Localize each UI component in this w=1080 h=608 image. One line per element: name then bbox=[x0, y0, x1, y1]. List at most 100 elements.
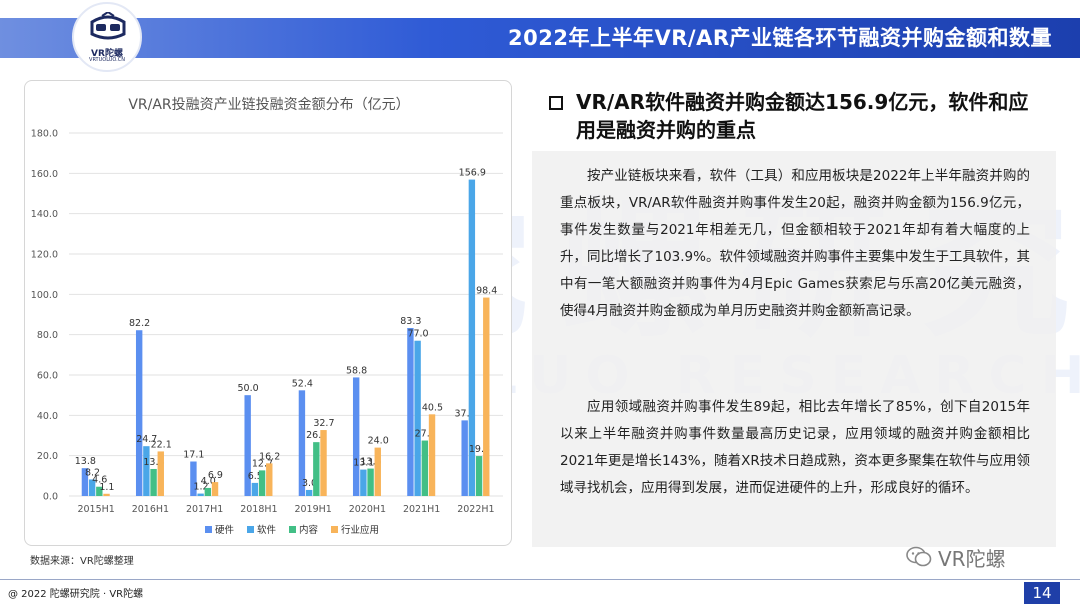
y-tick-label: 40.0 bbox=[37, 411, 58, 422]
bar-内容 bbox=[96, 486, 103, 496]
y-tick-label: 100.0 bbox=[31, 290, 58, 301]
paragraph-1: 按产业链板块来看，软件（工具）和应用板块是2022年上半年融资并购的重点板块，V… bbox=[560, 168, 1030, 319]
legend-label: 硬件 bbox=[215, 524, 235, 536]
bar-行业应用 bbox=[157, 451, 164, 496]
bar-行业应用 bbox=[374, 447, 381, 496]
data-label: 32.7 bbox=[313, 418, 334, 429]
legend-label: 软件 bbox=[257, 524, 277, 536]
chart-card: VR/AR投融资产业链投融资金额分布（亿元） 0.0 20.0 40.0 60.0 80.… bbox=[24, 80, 512, 546]
data-label: 58.8 bbox=[346, 365, 367, 376]
bar-软件 bbox=[143, 446, 150, 496]
y-tick-label: 180.0 bbox=[31, 129, 58, 140]
data-label: 77.0 bbox=[407, 329, 428, 340]
data-label: 13.6 bbox=[360, 457, 381, 468]
data-label: 13.4 bbox=[143, 457, 164, 468]
chart-title: VR/AR投融资产业链投融资金额分布（亿元） bbox=[128, 97, 409, 113]
bar-软件 bbox=[360, 469, 367, 496]
data-label: 6.9 bbox=[208, 470, 223, 481]
y-tick-label: 120.0 bbox=[31, 250, 58, 261]
x-tick-label: 2022H1 bbox=[457, 504, 494, 515]
data-label: 37.5 bbox=[454, 408, 475, 419]
data-label: 1.2 bbox=[193, 482, 208, 493]
header-bar: 2022年上半年VR/AR产业链各环节融资并购金额和数量 bbox=[0, 18, 1080, 58]
bar-硬件 bbox=[461, 420, 468, 496]
x-tick-label: 2016H1 bbox=[132, 504, 169, 515]
bar-内容 bbox=[313, 442, 320, 496]
bar-行业应用 bbox=[266, 463, 273, 496]
bar-内容 bbox=[258, 470, 266, 496]
bar-硬件 bbox=[190, 461, 197, 496]
logo: VR陀螺 VRTUOLUO.CN bbox=[72, 2, 142, 72]
bar-软件 bbox=[88, 479, 96, 496]
y-tick-label: 140.0 bbox=[31, 209, 58, 220]
footer-copyright: @ 2022 陀螺研究院 · VR陀螺 bbox=[8, 589, 144, 600]
bar-内容 bbox=[204, 487, 212, 496]
data-label: 4.6 bbox=[92, 475, 107, 486]
bar-内容 bbox=[367, 468, 374, 496]
legend-label: 内容 bbox=[299, 524, 319, 536]
bar-硬件 bbox=[81, 468, 89, 496]
data-label: 24.7 bbox=[136, 434, 157, 445]
legend-label: 行业应用 bbox=[341, 524, 379, 536]
bar-软件 bbox=[251, 482, 259, 496]
bar-硬件 bbox=[244, 395, 251, 496]
x-tick-label: 2020H1 bbox=[349, 504, 386, 515]
data-label: 52.4 bbox=[292, 378, 313, 389]
bar-硬件 bbox=[352, 377, 360, 496]
bar-软件 bbox=[305, 489, 313, 496]
footer-divider bbox=[0, 579, 1080, 580]
bar-行业应用 bbox=[211, 482, 219, 496]
data-label: 22.1 bbox=[151, 439, 172, 450]
wechat-name: VR陀螺 bbox=[938, 546, 1006, 571]
bar-内容 bbox=[150, 468, 157, 496]
data-label: 12.7 bbox=[252, 458, 273, 469]
data-label: 98.4 bbox=[476, 286, 497, 297]
bar-行业应用 bbox=[320, 430, 327, 496]
x-tick-label: 2017H1 bbox=[186, 504, 223, 515]
data-label: 17.1 bbox=[183, 450, 204, 461]
legend-swatch bbox=[289, 526, 296, 533]
data-label: 4.0 bbox=[201, 476, 216, 487]
text-box: 按产业链板块来看，软件（工具）和应用板块是2022年上半年融资并购的重点板块，V… bbox=[532, 151, 1056, 547]
bar-行业应用 bbox=[428, 414, 436, 496]
y-tick-label: 60.0 bbox=[37, 371, 58, 382]
bar-硬件 bbox=[407, 328, 414, 496]
x-tick-label: 2018H1 bbox=[240, 504, 277, 515]
data-label: 13.1 bbox=[353, 458, 374, 469]
page-title: 2022年上半年VR/AR产业链各环节融资并购金额和数量 bbox=[508, 26, 1052, 50]
data-label: 8.2 bbox=[85, 467, 100, 478]
legend-swatch bbox=[205, 526, 212, 533]
bar-内容 bbox=[421, 440, 429, 496]
logo-text: VR陀螺 bbox=[91, 49, 123, 59]
x-tick-label: 2015H1 bbox=[77, 504, 114, 515]
section-bullet-icon bbox=[549, 96, 563, 110]
data-label: 1.1 bbox=[99, 482, 114, 493]
data-source: 数据来源：VR陀螺整理 bbox=[30, 556, 134, 567]
y-tick-label: 80.0 bbox=[37, 330, 58, 341]
bar-软件 bbox=[414, 340, 421, 496]
wechat-icon bbox=[906, 546, 932, 567]
legend-swatch bbox=[247, 526, 254, 533]
logo-subtext: VRTUOLUO.CN bbox=[89, 57, 125, 63]
y-tick-label: 160.0 bbox=[31, 169, 58, 180]
x-tick-label: 2019H1 bbox=[294, 504, 331, 515]
data-label: 83.3 bbox=[400, 316, 421, 327]
data-label: 3.0 bbox=[302, 478, 317, 489]
data-label: 156.9 bbox=[459, 168, 486, 179]
bar-内容 bbox=[475, 456, 483, 496]
bar-软件 bbox=[468, 179, 476, 496]
x-tick-label: 2021H1 bbox=[403, 504, 440, 515]
section-title: VR/AR软件融资并购金额达156.9亿元，软件和应用是融资并购的重点 bbox=[576, 90, 1029, 142]
y-tick-label: 20.0 bbox=[37, 451, 58, 462]
wechat-badge: VR陀螺 bbox=[906, 542, 1006, 572]
gyroscope-logo-icon bbox=[90, 12, 126, 40]
bar-硬件 bbox=[135, 330, 143, 496]
data-label: 82.2 bbox=[129, 318, 150, 329]
bar-行业应用 bbox=[483, 297, 490, 496]
bar-行业应用 bbox=[103, 493, 110, 496]
page-number: 14 bbox=[1024, 582, 1060, 604]
data-label: 24.0 bbox=[368, 436, 389, 447]
data-label: 26.7 bbox=[306, 430, 327, 441]
data-label: 16.2 bbox=[259, 451, 280, 462]
data-label: 40.5 bbox=[422, 402, 443, 413]
